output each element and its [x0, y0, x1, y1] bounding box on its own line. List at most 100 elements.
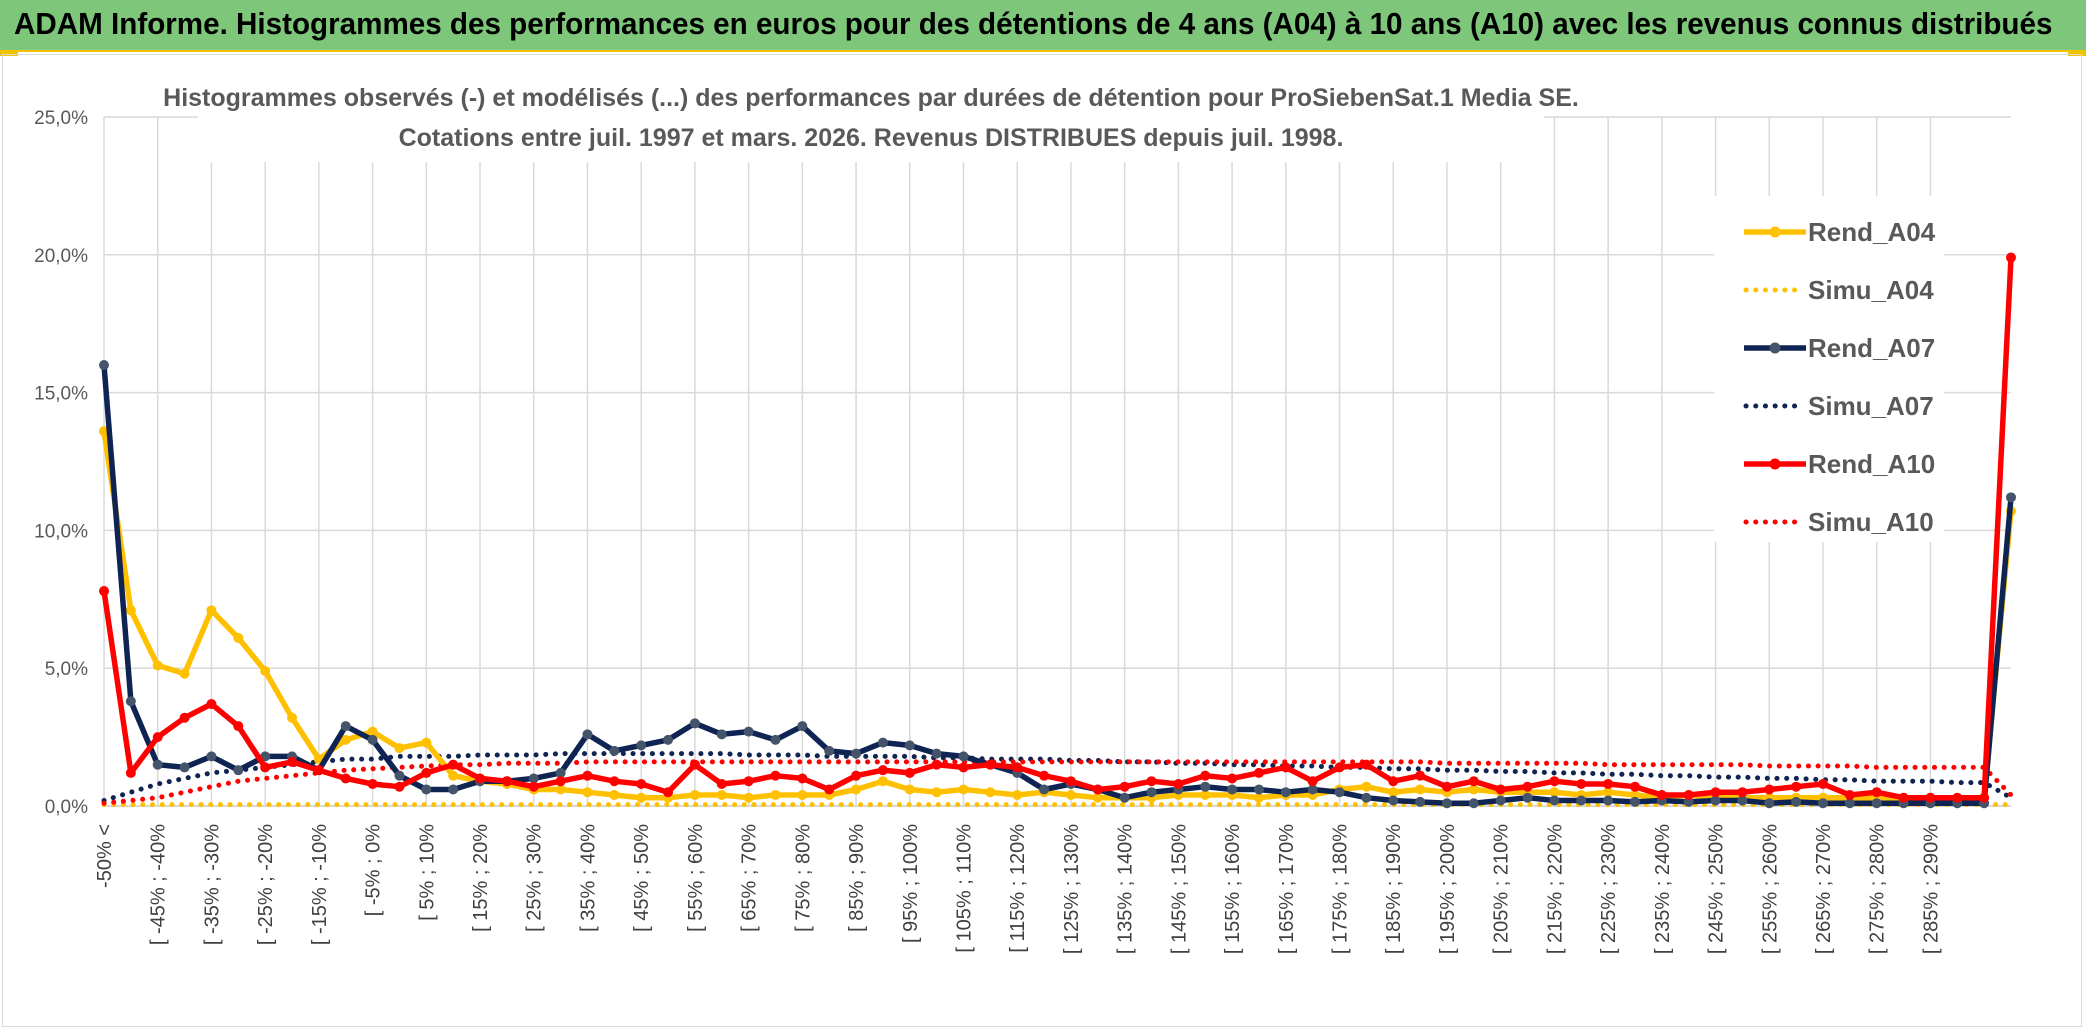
data-point	[206, 699, 217, 710]
data-point	[340, 721, 351, 732]
data-point	[1307, 776, 1318, 787]
data-point	[1361, 759, 1372, 770]
x-tick-label: [ 285% ; 290%	[1920, 824, 1942, 954]
x-tick-label: [ 225% ; 230%	[1598, 824, 1620, 954]
data-point	[99, 586, 109, 597]
data-point	[1468, 784, 1479, 795]
data-point	[152, 759, 163, 770]
data-point	[609, 789, 620, 800]
data-point	[1065, 776, 1076, 787]
y-tick-label: 10,0%	[34, 521, 88, 542]
data-point	[1388, 787, 1399, 798]
data-point	[233, 721, 244, 732]
data-point	[125, 767, 136, 778]
data-point	[421, 784, 432, 795]
data-point	[1119, 792, 1130, 803]
data-point	[1012, 762, 1023, 773]
data-point	[636, 792, 647, 803]
y-tick-label: 15,0%	[34, 384, 88, 405]
data-point	[367, 726, 378, 737]
data-point	[1603, 787, 1614, 798]
title-corner-right	[2068, 50, 2086, 56]
data-point	[1979, 792, 1990, 803]
data-point	[1603, 795, 1614, 806]
data-point	[1925, 792, 1936, 803]
page-title: ADAM Informe. Histogrammes des performan…	[14, 6, 2053, 41]
series-line	[101, 759, 2014, 806]
data-point	[1817, 798, 1828, 809]
data-point	[716, 789, 727, 800]
data-point	[313, 765, 324, 776]
x-tick-label: [ 255% ; 260%	[1759, 824, 1781, 954]
chart-subtitle: Cotations entre juil. 1997 et mars. 2026…	[399, 124, 1344, 152]
data-point	[1629, 796, 1640, 807]
data-point	[851, 770, 862, 781]
x-tick-label: [ 205% ; 210%	[1491, 824, 1513, 954]
x-tick-label: [ 245% ; 250%	[1706, 824, 1728, 954]
data-point	[1307, 784, 1318, 795]
x-tick-label: [ 215% ; 220%	[1544, 824, 1566, 954]
y-axis: 0,0% 5,0% 10,0% 15,0% 20,0% 25,0%	[34, 108, 88, 818]
data-point	[1361, 781, 1372, 792]
data-point	[851, 748, 862, 759]
series-rend-a10	[99, 252, 2016, 803]
data-point	[904, 767, 915, 778]
data-point	[1791, 796, 1802, 807]
data-point	[394, 781, 405, 792]
data-point	[770, 789, 781, 800]
data-point	[1710, 795, 1721, 806]
x-tick-label: [ 65% ; 70%	[739, 824, 761, 932]
legend-marker	[1769, 342, 1781, 354]
data-point	[1764, 798, 1775, 809]
data-point	[931, 759, 942, 770]
data-point	[1844, 789, 1855, 800]
x-tick-label: [ 75% ; 80%	[792, 824, 814, 932]
legend-marker	[1769, 458, 1781, 470]
data-point	[1039, 784, 1050, 795]
data-point	[1146, 787, 1157, 798]
series-rend-a07	[99, 360, 2016, 809]
data-point	[367, 734, 378, 745]
data-point	[1817, 778, 1828, 789]
data-point	[1871, 798, 1882, 809]
data-point	[1495, 795, 1506, 806]
data-point	[2006, 252, 2016, 263]
data-point	[1791, 781, 1802, 792]
data-point	[609, 745, 620, 756]
x-tick-label: [ 85% ; 90%	[846, 824, 868, 932]
data-point	[958, 784, 969, 795]
data-point	[394, 770, 405, 781]
data-point	[1603, 778, 1614, 789]
data-point	[1737, 787, 1748, 798]
legend: Rend_A04 Simu_A04 Rend_A07 Simu_A07 Rend_A10…	[1743, 217, 1936, 537]
data-point	[582, 729, 593, 740]
data-point	[1280, 787, 1291, 798]
data-point	[743, 792, 754, 803]
data-point	[770, 770, 781, 781]
data-point	[1253, 792, 1264, 803]
data-point	[1173, 778, 1184, 789]
data-point	[689, 789, 700, 800]
data-point	[206, 751, 217, 762]
data-point	[233, 765, 244, 776]
x-tick-label: -50% <	[94, 824, 116, 888]
data-point	[1468, 798, 1479, 809]
data-point	[1629, 789, 1640, 800]
data-point	[582, 770, 593, 781]
data-point	[1200, 770, 1211, 781]
data-point	[824, 784, 835, 795]
data-point	[1388, 776, 1399, 787]
data-point	[1737, 795, 1748, 806]
data-point	[152, 732, 163, 743]
data-point	[1871, 787, 1882, 798]
data-point	[1844, 798, 1855, 809]
data-point	[931, 748, 942, 759]
data-point	[636, 740, 647, 751]
data-point	[1415, 770, 1426, 781]
data-point	[1549, 787, 1560, 798]
y-tick-label: 5,0%	[45, 659, 88, 680]
data-point	[1710, 787, 1721, 798]
x-tick-label: [ 55% ; 60%	[685, 824, 707, 932]
chart-title: Histogrammes observés (-) et modélisés (…	[163, 84, 1579, 112]
x-tick-label: [ 105% ; 110%	[953, 824, 975, 953]
